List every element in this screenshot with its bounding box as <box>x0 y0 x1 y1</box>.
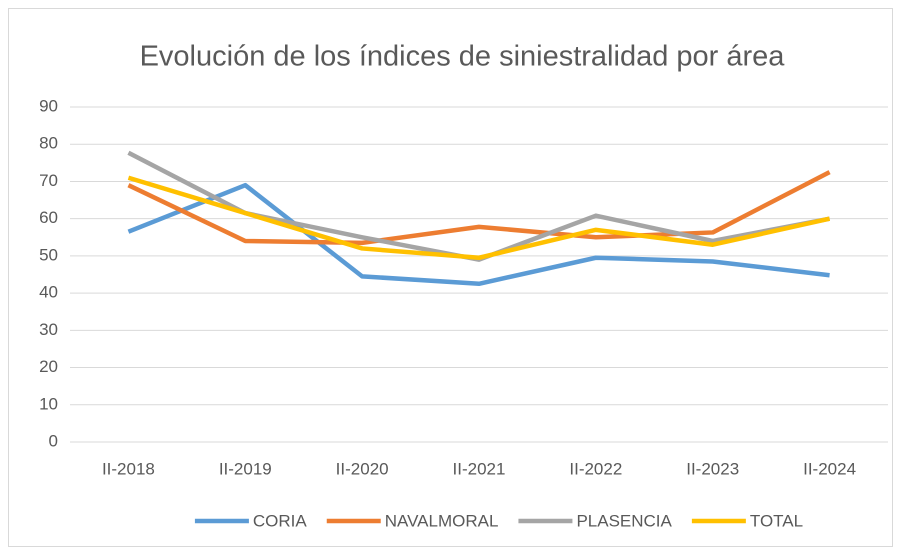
y-tick-label: 80 <box>39 134 58 153</box>
y-tick-label: 50 <box>39 245 58 264</box>
y-tick-label: 10 <box>39 394 58 413</box>
series-line <box>127 182 830 287</box>
legend-label: TOTAL <box>750 511 803 530</box>
x-tick-label: II-2019 <box>219 459 272 478</box>
x-tick-label: II-2024 <box>803 459 856 478</box>
x-tick-label: II-2023 <box>686 459 739 478</box>
legend-label: PLASENCIA <box>576 511 672 530</box>
series-line <box>127 170 831 246</box>
legend-label: NAVALMORAL <box>385 511 499 530</box>
y-tick-label: 30 <box>39 320 58 339</box>
y-tick-label: 70 <box>39 171 58 190</box>
chart-title: Evolución de los índices de siniestralid… <box>140 41 786 73</box>
y-tick-label: 0 <box>49 431 58 450</box>
y-tick-label: 90 <box>39 96 58 115</box>
x-tick-label: II-2022 <box>569 459 622 478</box>
x-tick-label: II-2018 <box>102 459 155 478</box>
legend-label: CORIA <box>253 511 308 530</box>
x-tick-label: II-2021 <box>453 459 506 478</box>
x-tick-label: II-2020 <box>336 459 389 478</box>
chart-frame <box>8 8 893 547</box>
y-tick-label: 20 <box>39 357 58 376</box>
series-line <box>127 175 831 260</box>
y-tick-label: 40 <box>39 283 58 302</box>
y-tick-label: 60 <box>39 208 58 227</box>
